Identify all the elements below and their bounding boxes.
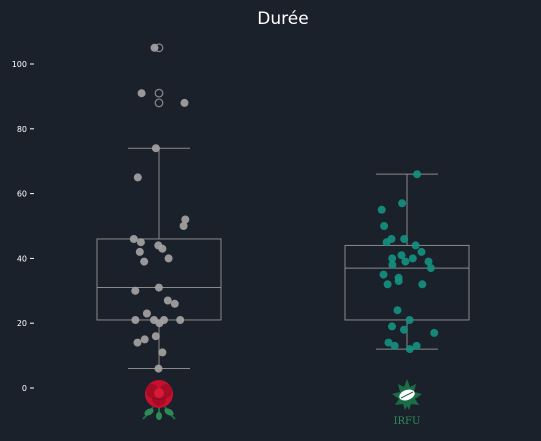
data-point xyxy=(390,341,399,350)
data-point xyxy=(151,144,160,153)
data-point xyxy=(398,199,407,208)
data-point xyxy=(136,238,145,247)
data-point xyxy=(160,316,168,324)
data-point xyxy=(417,247,426,256)
data-point xyxy=(388,322,396,331)
data-point xyxy=(163,296,172,305)
data-point xyxy=(164,254,173,263)
data-point xyxy=(383,280,392,289)
data-point xyxy=(137,89,146,98)
data-point xyxy=(133,338,142,347)
data-point xyxy=(140,257,149,266)
data-point xyxy=(380,222,389,230)
data-point xyxy=(379,270,388,279)
y-axis: 0 20 40 60 80 100 xyxy=(12,60,34,393)
data-point xyxy=(397,251,406,260)
data-point xyxy=(387,235,396,243)
outlier-marker xyxy=(154,98,164,108)
y-tick-label: 0 xyxy=(22,384,27,393)
data-point xyxy=(131,316,140,324)
data-point xyxy=(180,98,189,107)
y-tick-label: 100 xyxy=(12,60,27,69)
data-point xyxy=(154,283,163,292)
data-point xyxy=(418,280,427,289)
y-tick-label: 60 xyxy=(17,190,27,199)
data-point xyxy=(411,241,420,250)
data-point xyxy=(158,348,167,357)
data-point xyxy=(176,316,185,324)
data-point xyxy=(170,299,179,308)
data-point xyxy=(388,254,397,263)
data-point xyxy=(405,345,414,354)
y-tick-label: 40 xyxy=(17,254,27,263)
data-point xyxy=(154,364,163,373)
data-point xyxy=(154,241,163,250)
data-point xyxy=(400,325,408,334)
england-rose-icon xyxy=(142,380,176,420)
data-point xyxy=(393,306,402,315)
data-point xyxy=(408,254,417,263)
data-point xyxy=(426,264,435,273)
data-point xyxy=(140,335,149,344)
irfu-shamrock-icon xyxy=(392,379,422,410)
data-point xyxy=(135,247,144,256)
data-point xyxy=(150,316,158,324)
data-point xyxy=(377,205,386,214)
data-point xyxy=(394,273,403,282)
data-point xyxy=(413,170,422,179)
data-point xyxy=(400,235,409,243)
data-point xyxy=(129,235,138,243)
data-point xyxy=(405,316,414,324)
data-point xyxy=(133,173,142,182)
data-point xyxy=(412,341,421,350)
irfu-logo-text: IRFU xyxy=(394,416,421,427)
data-point xyxy=(384,338,393,347)
data-point xyxy=(388,260,397,269)
data-point xyxy=(181,215,190,224)
data-point xyxy=(131,286,140,295)
data-points xyxy=(129,43,439,373)
data-point xyxy=(424,257,433,266)
y-tick-label: 20 xyxy=(17,319,27,328)
data-point xyxy=(142,309,151,318)
box-iqr xyxy=(344,244,470,321)
data-point xyxy=(179,222,188,230)
outlier-marker xyxy=(154,88,164,98)
data-point xyxy=(150,43,159,52)
chart-title: Durée xyxy=(257,9,308,29)
box-iqr xyxy=(96,238,222,321)
data-point xyxy=(430,328,439,337)
data-point xyxy=(401,257,410,266)
y-tick-label: 80 xyxy=(17,125,27,134)
data-point xyxy=(151,332,160,341)
